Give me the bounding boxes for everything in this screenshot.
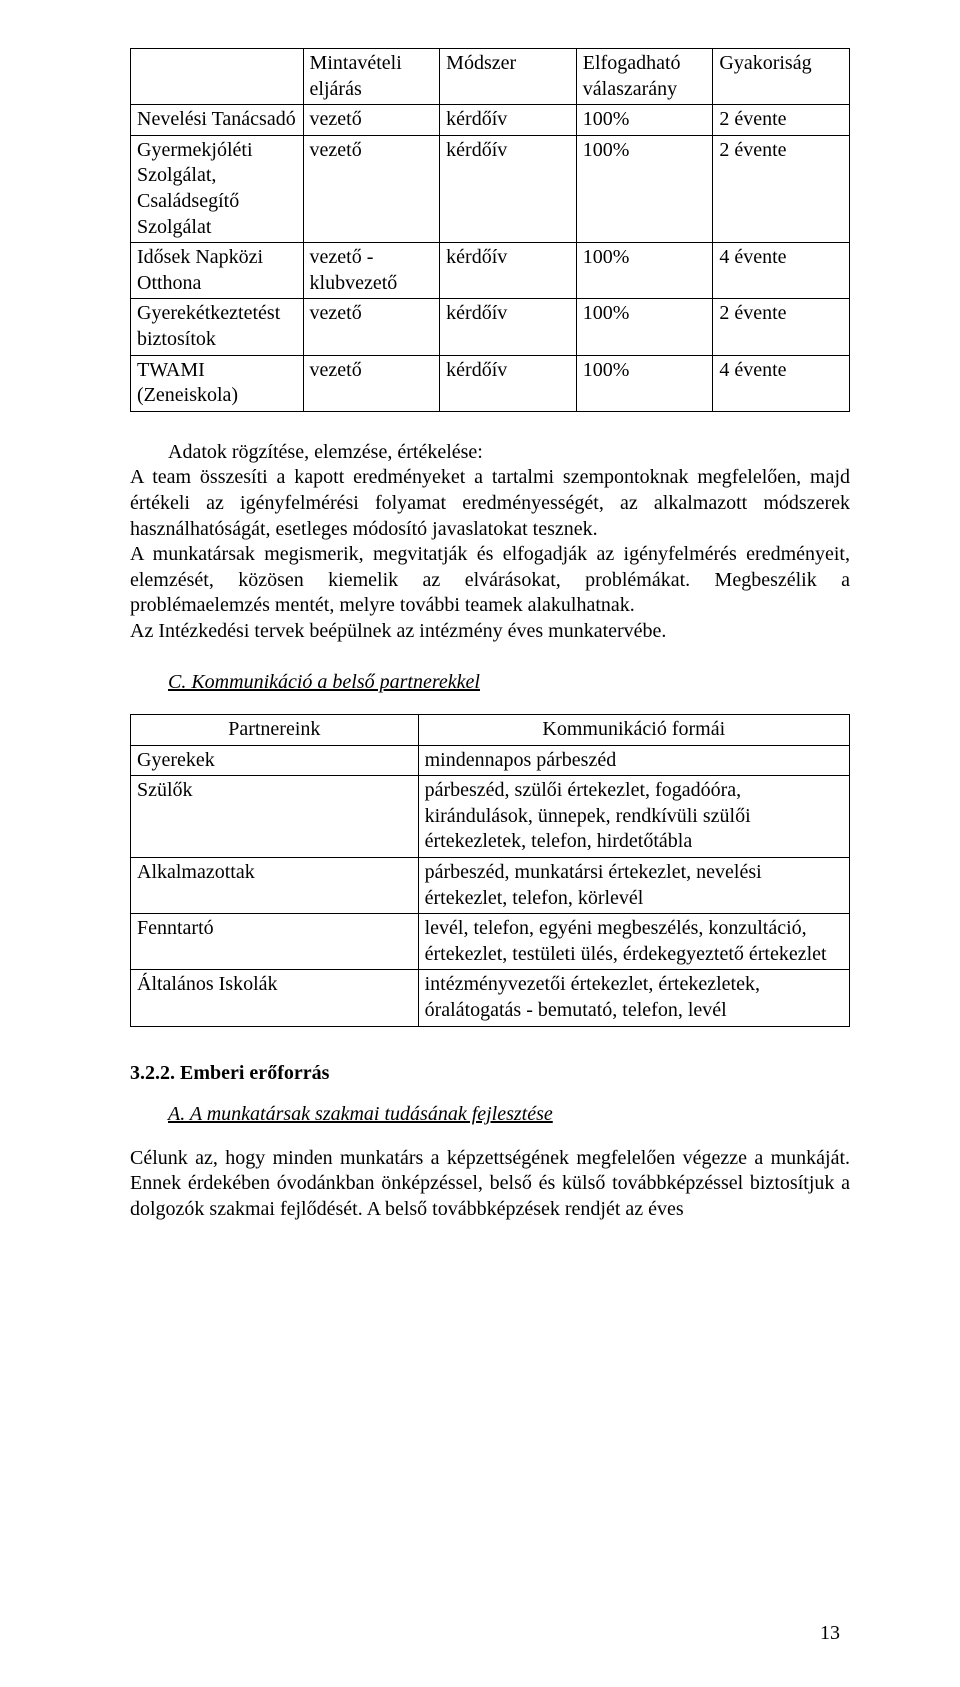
cell: 4 évente (713, 243, 850, 299)
analysis-paragraphs: Adatok rögzítése, elemzése, értékelése: … (130, 440, 850, 645)
th-eljaras: Mintavételi eljárás (303, 49, 440, 105)
page-number: 13 (820, 1621, 840, 1647)
cell: kérdőív (440, 105, 577, 136)
closing-paragraph: Célunk az, hogy minden munkatárs a képze… (130, 1146, 850, 1223)
cell: 100% (576, 299, 713, 355)
table-row: Gyerekétkeztetést biztosítok vezető kérd… (131, 299, 850, 355)
section-a-heading-text: A. A munkatársak szakmai tudásának fejle… (168, 1103, 553, 1125)
cell: Fenntartó (131, 914, 419, 970)
table-header-row: Partnereink Kommunikáció formái (131, 715, 850, 746)
th-valaszarany: Elfogadható válaszarány (576, 49, 713, 105)
table-row: Szülők párbeszéd, szülői értekezlet, fog… (131, 776, 850, 858)
table-row: Gyerekek mindennapos párbeszéd (131, 745, 850, 776)
cell: Idősek Napközi Otthona (131, 243, 304, 299)
communication-table: Partnereink Kommunikáció formái Gyerekek… (130, 714, 850, 1027)
table-row: Idősek Napközi Otthona vezető - klubveze… (131, 243, 850, 299)
table-row: Gyermekjóléti Szolgálat, Családsegítő Sz… (131, 135, 850, 242)
cell: párbeszéd, munkatársi értekezlet, nevelé… (418, 858, 849, 914)
th-komm-formai: Kommunikáció formái (418, 715, 849, 746)
para-2: A munkatársak megismerik, megvitatják és… (130, 542, 850, 619)
cell: 2 évente (713, 299, 850, 355)
th-modszer: Módszer (440, 49, 577, 105)
table-row: Alkalmazottak párbeszéd, munkatársi érte… (131, 858, 850, 914)
section-c-heading-text: C. Kommunikáció a belső partnerekkel (168, 671, 480, 693)
cell: 4 évente (713, 355, 850, 411)
cell: párbeszéd, szülői értekezlet, fogadóóra,… (418, 776, 849, 858)
table-row: TWAMI (Zeneiskola) vezető kérdőív 100% 4… (131, 355, 850, 411)
table-row: Nevelési Tanácsadó vezető kérdőív 100% 2… (131, 105, 850, 136)
cell: vezető (303, 105, 440, 136)
sampling-table: Mintavételi eljárás Módszer Elfogadható … (130, 48, 850, 412)
lead-line: Adatok rögzítése, elemzése, értékelése: (130, 440, 850, 466)
th-partnereink: Partnereink (131, 715, 419, 746)
section-c-heading: C. Kommunikáció a belső partnerekkel (168, 670, 850, 696)
cell: vezető (303, 299, 440, 355)
cell: kérdőív (440, 299, 577, 355)
para-1: A team összesíti a kapott eredményeket a… (130, 465, 850, 542)
cell: Gyerekétkeztetést biztosítok (131, 299, 304, 355)
cell: 100% (576, 355, 713, 411)
table-header-row: Mintavételi eljárás Módszer Elfogadható … (131, 49, 850, 105)
cell: Gyermekjóléti Szolgálat, Családsegítő Sz… (131, 135, 304, 242)
cell: 2 évente (713, 105, 850, 136)
cell: vezető (303, 135, 440, 242)
cell: Alkalmazottak (131, 858, 419, 914)
th-gyakorisag: Gyakoriság (713, 49, 850, 105)
cell: kérdőív (440, 243, 577, 299)
cell: levél, telefon, egyéni megbeszélés, konz… (418, 914, 849, 970)
cell: vezető (303, 355, 440, 411)
heading-3-2-2: 3.2.2. Emberi erőforrás (130, 1061, 850, 1087)
section-a-heading: A. A munkatársak szakmai tudásának fejle… (168, 1102, 850, 1128)
cell: 100% (576, 243, 713, 299)
cell: vezető - klubvezető (303, 243, 440, 299)
cell: 2 évente (713, 135, 850, 242)
table-row: Általános Iskolák intézményvezetői értek… (131, 970, 850, 1026)
cell: Nevelési Tanácsadó (131, 105, 304, 136)
cell: kérdőív (440, 355, 577, 411)
page: Mintavételi eljárás Módszer Elfogadható … (0, 0, 960, 1687)
cell: 100% (576, 135, 713, 242)
cell: Szülők (131, 776, 419, 858)
cell: intézményvezetői értekezlet, értekezlete… (418, 970, 849, 1026)
table-row: Fenntartó levél, telefon, egyéni megbesz… (131, 914, 850, 970)
cell: TWAMI (Zeneiskola) (131, 355, 304, 411)
cell: kérdőív (440, 135, 577, 242)
cell: Általános Iskolák (131, 970, 419, 1026)
cell: 100% (576, 105, 713, 136)
cell: Gyerekek (131, 745, 419, 776)
th-empty (131, 49, 304, 105)
cell: mindennapos párbeszéd (418, 745, 849, 776)
para-3: Az Intézkedési tervek beépülnek az intéz… (130, 619, 850, 645)
